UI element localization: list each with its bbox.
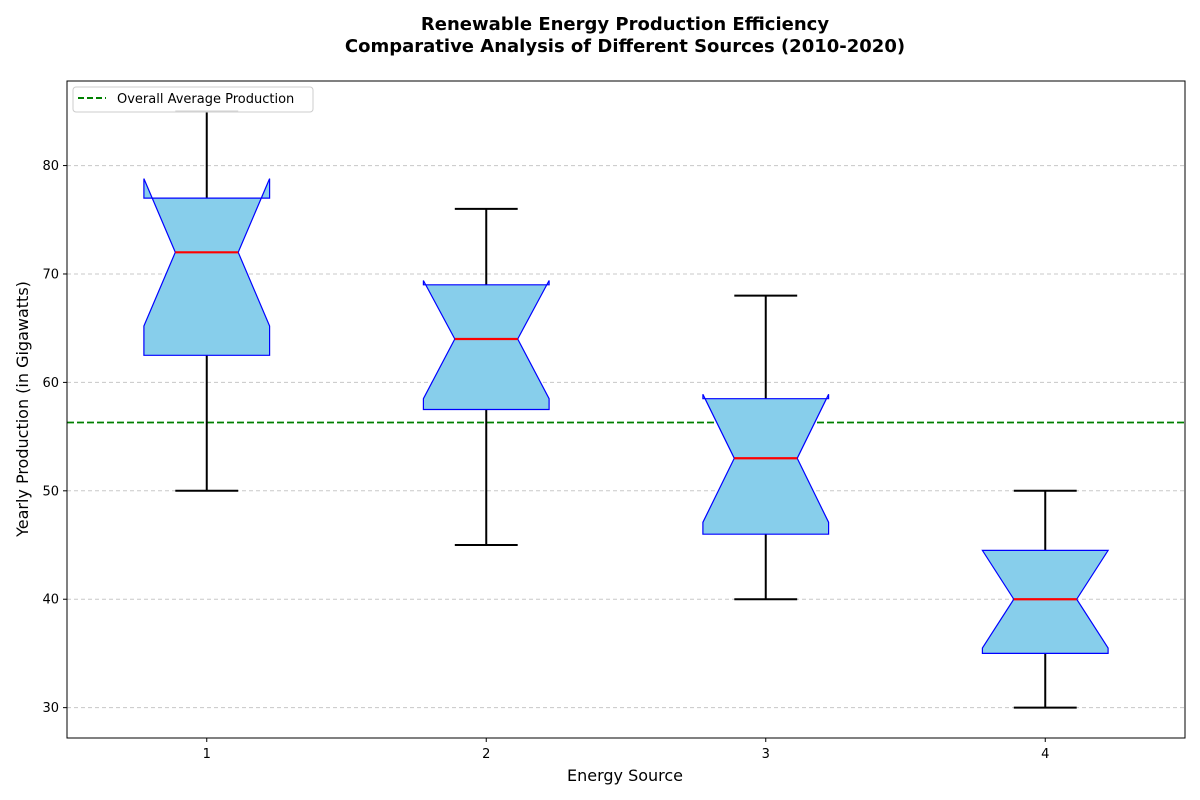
notched-box-1 <box>143 178 271 356</box>
x-axis-label: Energy Source <box>567 766 683 785</box>
x-tick-label-2: 2 <box>482 747 490 762</box>
y-axis-label: Yearly Production (in Gigawatts) <box>13 281 32 538</box>
notched-box-3 <box>702 394 830 535</box>
y-tick-label-60: 60 <box>42 376 59 391</box>
box-group-4 <box>981 489 1110 709</box>
x-tick-label-3: 3 <box>762 747 770 762</box>
y-tick-label-30: 30 <box>42 701 59 716</box>
y-tick-label-40: 40 <box>42 593 59 608</box>
plot-area-frame <box>66 80 1186 739</box>
y-tick-label-50: 50 <box>42 484 59 499</box>
boxes-layer <box>143 110 1110 709</box>
x-tick-label-1: 1 <box>203 747 211 762</box>
legend-box <box>72 86 314 113</box>
y-tick-label-80: 80 <box>42 159 59 174</box>
box-group-3 <box>702 294 830 601</box>
notched-box-2 <box>422 280 550 411</box>
chart-title-line-2: Comparative Analysis of Different Source… <box>345 36 905 57</box>
legend-label: Overall Average Production <box>117 92 294 107</box>
box-group-1 <box>143 110 271 492</box>
y-axis-ticks: 30 40 50 60 70 80 <box>42 159 67 716</box>
grid-lines <box>67 165 1185 709</box>
chart-title-line-1: Renewable Energy Production Efficiency <box>421 14 829 35</box>
y-tick-label-70: 70 <box>42 267 59 282</box>
x-tick-label-4: 4 <box>1041 747 1049 762</box>
box-group-2 <box>422 207 550 547</box>
notched-box-4 <box>981 549 1110 655</box>
x-axis-ticks: 1 2 3 4 <box>203 738 1049 762</box>
legend: Overall Average Production <box>72 86 314 113</box>
